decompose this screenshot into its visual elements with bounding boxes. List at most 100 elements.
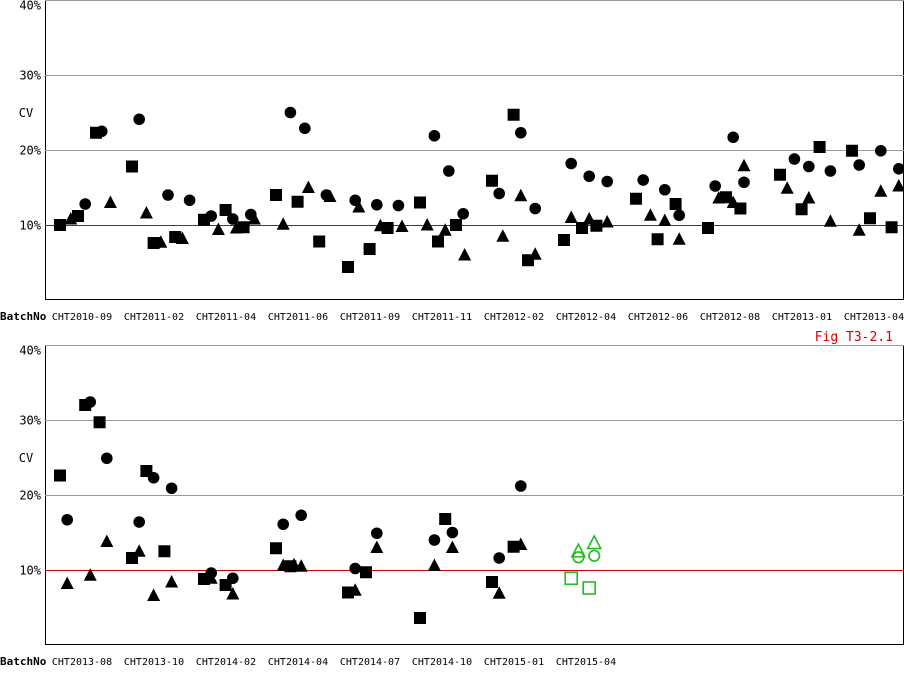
square-marker [702, 222, 714, 234]
square-marker [270, 542, 282, 555]
triangle-marker [154, 235, 168, 248]
triangle-marker [658, 213, 672, 226]
x-tick-label: CHT2012-06 [628, 312, 688, 323]
circle-marker [84, 396, 97, 408]
x-tick-label: CHT2014-04 [268, 657, 328, 668]
triangle-marker [370, 540, 384, 553]
circle-marker [147, 471, 160, 484]
x-tick-label: CHT2013-10 [124, 657, 184, 668]
triangle-marker [458, 248, 472, 261]
triangle-marker [780, 181, 794, 194]
x-tick-label: CHT2012-04 [556, 312, 616, 323]
triangle-marker [528, 247, 542, 260]
triangle-marker [802, 191, 816, 204]
triangle-marker [823, 214, 837, 227]
x-tick-label: CHT2015-04 [556, 657, 616, 668]
triangle-marker [204, 571, 218, 584]
x-tick-label: CHT2013-04 [844, 312, 904, 323]
x-tick-label: CHT2012-02 [484, 312, 544, 323]
triangle-marker [427, 558, 441, 571]
triangle-marker [643, 208, 657, 221]
circle-marker [227, 572, 239, 585]
triangle-marker [737, 158, 751, 172]
circle-marker [565, 157, 577, 170]
x-tick-label: CHT2014-07 [340, 657, 400, 668]
y-tick-label: 30% [19, 414, 41, 428]
circle-marker [875, 144, 887, 157]
top-chart: 10% 20% 30% 40% CV BatchNo CHT2010-09 CHT2011-0… [0, 0, 904, 323]
triangle-marker [100, 534, 114, 547]
x-axis-label: BatchNo [0, 655, 47, 668]
square-marker [720, 191, 732, 204]
triangle-marker [247, 212, 261, 225]
square-marker [54, 469, 66, 482]
circle-marker [493, 552, 506, 564]
circle-marker [893, 162, 904, 175]
square-marker [237, 221, 250, 234]
triangle-marker [586, 534, 603, 550]
x-tick-label: CHT2010-09 [52, 312, 112, 323]
circle-marker [133, 113, 145, 126]
square-marker [734, 202, 747, 215]
x-tick-label: CHT2011-02 [124, 312, 184, 323]
x-tick-label: CHT2013-08 [52, 657, 112, 668]
circle-marker [162, 189, 174, 201]
triangle-marker [570, 542, 587, 558]
circle-marker [205, 210, 217, 222]
circle-marker [392, 199, 405, 212]
circle-marker [101, 452, 113, 465]
square-marker [219, 204, 232, 216]
square-marker [439, 513, 452, 525]
x-tick-label: CHT2013-01 [772, 312, 832, 323]
x-axis-label: BatchNo [0, 310, 47, 323]
circle-marker [61, 513, 73, 526]
square-marker [576, 222, 588, 234]
square-marker [507, 108, 520, 121]
square-marker [432, 235, 444, 248]
triangle-marker [352, 200, 366, 213]
x-tick-label: CHT2012-08 [700, 312, 760, 323]
circle-marker [738, 176, 750, 189]
triangle-marker [874, 184, 888, 197]
x-tick-label: CHT2011-04 [196, 312, 256, 323]
triangle-marker [514, 537, 528, 550]
circle-marker [371, 527, 383, 540]
circle-marker [515, 126, 527, 139]
square-marker [291, 195, 304, 208]
y-tick-label: 10% [19, 564, 41, 578]
triangle-marker [294, 559, 308, 572]
triangle-marker [395, 219, 409, 232]
square-marker [813, 141, 826, 153]
circle-marker [727, 131, 739, 144]
triangle-marker [103, 195, 117, 208]
circle-marker [165, 482, 178, 495]
circle-marker [788, 153, 801, 165]
triangle-marker [60, 576, 74, 589]
y-tick-label: 10% [19, 219, 41, 233]
square-marker [126, 160, 138, 173]
circle-marker [349, 562, 362, 575]
circle-marker [588, 549, 601, 562]
circle-marker [227, 213, 239, 225]
x-tick-label: CHT2014-10 [412, 657, 472, 668]
triangle-marker [600, 215, 614, 228]
y-tick-label: 20% [19, 144, 41, 158]
triangle-marker [672, 232, 686, 245]
triangle-marker [445, 540, 459, 553]
square-marker [381, 222, 394, 234]
y-tick-label: 40% [19, 0, 41, 13]
square-marker [54, 219, 66, 231]
circle-marker [529, 202, 541, 215]
triangle-marker [83, 568, 97, 581]
y-tick-label: 20% [19, 489, 41, 503]
square-marker [669, 198, 682, 210]
triangle-marker [496, 229, 510, 242]
circle-marker [79, 198, 91, 210]
y-axis-label: CV [19, 451, 33, 465]
y-axis-label: CV [19, 106, 33, 120]
circle-marker [493, 187, 506, 200]
circle-marker [583, 170, 595, 183]
triangle-marker [514, 188, 528, 202]
square-marker [486, 576, 498, 588]
x-tick-label: CHT2011-06 [268, 312, 328, 323]
